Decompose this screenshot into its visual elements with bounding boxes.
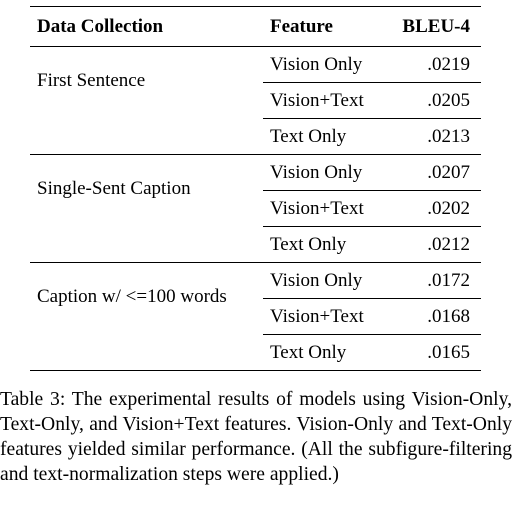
feature-cell: Text Only	[263, 334, 396, 371]
bleu-cell: .0165	[396, 334, 481, 371]
bleu-cell: .0202	[396, 190, 481, 227]
table-row: Text Only .0165	[30, 334, 481, 371]
bleu-cell: .0168	[396, 298, 481, 335]
header-bleu4: BLEU-4	[396, 6, 481, 47]
table-caption: Table 3: The experimental results of mod…	[0, 389, 512, 485]
group-label: Caption w/ <=100 words	[30, 262, 263, 371]
table-row: Text Only .0213	[30, 118, 481, 155]
results-table: Data Collection Feature BLEU-4 First Sen…	[30, 6, 481, 371]
feature-cell: Vision Only	[263, 154, 396, 191]
feature-cell: Vision+Text	[263, 190, 396, 227]
header-data-collection: Data Collection	[30, 6, 263, 47]
table-row: Vision+Text .0202	[30, 190, 481, 227]
group-label: Single-Sent Caption	[30, 154, 263, 263]
bleu-cell: .0207	[396, 154, 481, 191]
group-label: First Sentence	[30, 46, 263, 155]
bleu-cell: .0172	[396, 262, 481, 299]
results-table-container: Data Collection Feature BLEU-4 First Sen…	[30, 6, 481, 371]
table-row: Vision+Text .0168	[30, 298, 481, 335]
bleu-cell: .0213	[396, 118, 481, 155]
table-row: First Sentence Vision Only .0219	[30, 46, 481, 155]
feature-cell: Vision Only	[263, 262, 396, 299]
feature-cell: Text Only	[263, 226, 396, 263]
bleu-cell: .0205	[396, 82, 481, 119]
feature-cell: Text Only	[263, 118, 396, 155]
feature-cell: Vision+Text	[263, 82, 396, 119]
table-row: Vision+Text .0205	[30, 82, 481, 119]
table-header-row: Data Collection Feature BLEU-4	[30, 6, 481, 47]
header-feature: Feature	[263, 6, 396, 47]
bleu-cell: .0212	[396, 226, 481, 263]
table-row: Caption w/ <=100 words Vision Only .0172	[30, 262, 481, 371]
feature-cell: Vision+Text	[263, 298, 396, 335]
table-row: Text Only .0212	[30, 226, 481, 263]
table-row: Single-Sent Caption Vision Only .0207	[30, 154, 481, 263]
bleu-cell: .0219	[396, 46, 481, 83]
feature-cell: Vision Only	[263, 46, 396, 83]
